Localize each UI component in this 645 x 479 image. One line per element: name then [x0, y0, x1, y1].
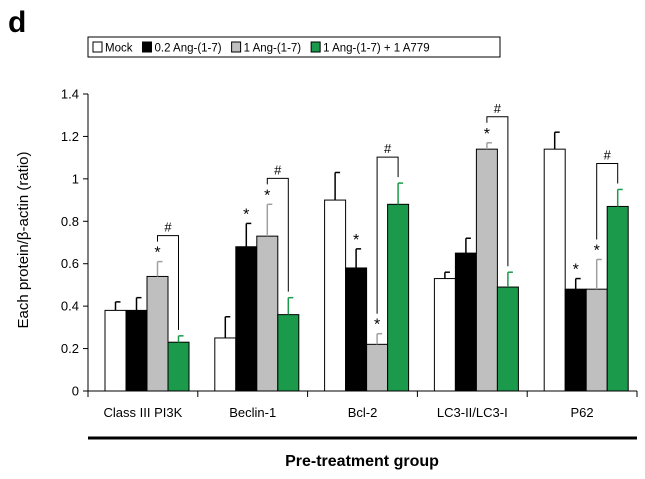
legend-label-0-2-ang-1-7: 0.2 Ang-(1-7): [154, 43, 221, 55]
significance-star: *: [154, 245, 160, 262]
bar-1-ang-1-7-1-a779-beclin-1: [277, 314, 300, 392]
legend-swatch-1-ang-1-7-1-a779: [310, 41, 321, 53]
legend-swatch-1-ang-1-7: [231, 41, 242, 53]
bar-1-ang-1-7-bcl-2: [366, 343, 389, 392]
bar-1-ang-1-7-lc3-ii-lc3-i: [475, 148, 498, 392]
y-axis: 0 0.2 0.4 0.6 0.8 1 1.2 1.4: [61, 87, 89, 399]
error-bars: [114, 131, 623, 345]
bar-1-ang-1-7-1-a779-lc3-ii-lc3-i: [496, 286, 519, 392]
bars: [104, 148, 629, 392]
x-tick-label-beclin-1: Beclin-1: [229, 405, 276, 420]
x-tick-label-class-iii-pi3k: Class III PI3K: [104, 405, 183, 420]
significance-star: *: [573, 262, 579, 279]
bar-1-ang-1-7-beclin-1: [256, 235, 279, 392]
bar-0-2-ang-1-7-lc3-ii-lc3-i: [454, 252, 477, 392]
legend-frame: [87, 36, 501, 58]
bar-1-ang-1-7-class-iii-pi3k: [146, 275, 169, 392]
x-tick-label-bcl-2: Bcl-2: [348, 405, 378, 420]
bar-1-ang-1-7-1-a779-class-iii-pi3k: [167, 341, 190, 392]
bar-mock-lc3-ii-lc3-i: [433, 278, 456, 392]
bar-1-ang-1-7-p62: [585, 288, 608, 392]
significance-star: *: [594, 242, 600, 259]
significance-bracket: [376, 156, 399, 314]
y-tick-label: 0.8: [61, 214, 79, 229]
legend-label-mock: Mock: [105, 43, 133, 55]
legend-swatch-mock: [92, 41, 103, 53]
significance-bracket: [266, 177, 289, 292]
significance-star: *: [353, 232, 359, 249]
significance-bracket: [486, 116, 509, 267]
significance-star: *: [264, 187, 270, 204]
y-tick-label: 0.2: [61, 341, 79, 356]
y-tick-label: 1.2: [61, 129, 79, 144]
y-tick-label: 0.4: [61, 299, 79, 314]
significance-marks: * * * * * * * * # # # # #: [154, 101, 619, 334]
significance-star: *: [243, 206, 249, 223]
y-tick-label: 0: [72, 384, 79, 399]
x-axis: Class III PI3K Beclin-1 Bcl-2 LC3-II/LC3-I P…: [87, 390, 638, 420]
bar-mock-class-iii-pi3k: [104, 309, 127, 392]
legend-swatch-0-2-ang-1-7: [141, 41, 152, 53]
bar-0-2-ang-1-7-bcl-2: [345, 267, 368, 392]
panel-label: d: [8, 6, 26, 39]
significance-star: *: [374, 317, 380, 334]
bar-1-ang-1-7-1-a779-p62: [606, 205, 629, 392]
significance-bracket: [157, 235, 179, 330]
x-tick-label-lc3-ii-lc3-i: LC3-II/LC3-I: [437, 405, 508, 420]
significance-hash: #: [494, 101, 502, 116]
x-axis-label: Pre-treatment group: [285, 453, 439, 470]
bar-0-2-ang-1-7-p62: [564, 288, 587, 392]
bar-0-2-ang-1-7-class-iii-pi3k: [125, 309, 148, 392]
y-tick-label: 1.4: [61, 87, 79, 102]
significance-hash: #: [274, 162, 282, 177]
bar-mock-p62: [543, 148, 566, 392]
y-axis-label: Each protein/β-actin (ratio): [15, 151, 32, 328]
bar-0-2-ang-1-7-beclin-1: [235, 246, 258, 392]
significance-hash: #: [604, 147, 612, 162]
bar-mock-bcl-2: [324, 199, 347, 392]
legend-label-1-ang-1-7-1-a779: 1 Ang-(1-7) + 1 A779: [323, 43, 429, 55]
y-tick-label: 1: [72, 171, 79, 186]
legend: Mock 0.2 Ang-(1-7) 1 Ang-(1-7) 1 Ang-(1-7) …: [87, 36, 501, 58]
legend-label-1-ang-1-7: 1 Ang-(1-7): [244, 43, 302, 55]
significance-star: *: [484, 126, 490, 143]
bar-mock-beclin-1: [214, 337, 237, 392]
y-tick-label: 0.6: [61, 256, 79, 271]
significance-bracket: [596, 162, 619, 240]
bar-1-ang-1-7-1-a779-bcl-2: [387, 203, 410, 392]
significance-hash: #: [164, 220, 172, 235]
x-tick-label-p62: P62: [571, 405, 594, 420]
significance-hash: #: [384, 141, 392, 156]
